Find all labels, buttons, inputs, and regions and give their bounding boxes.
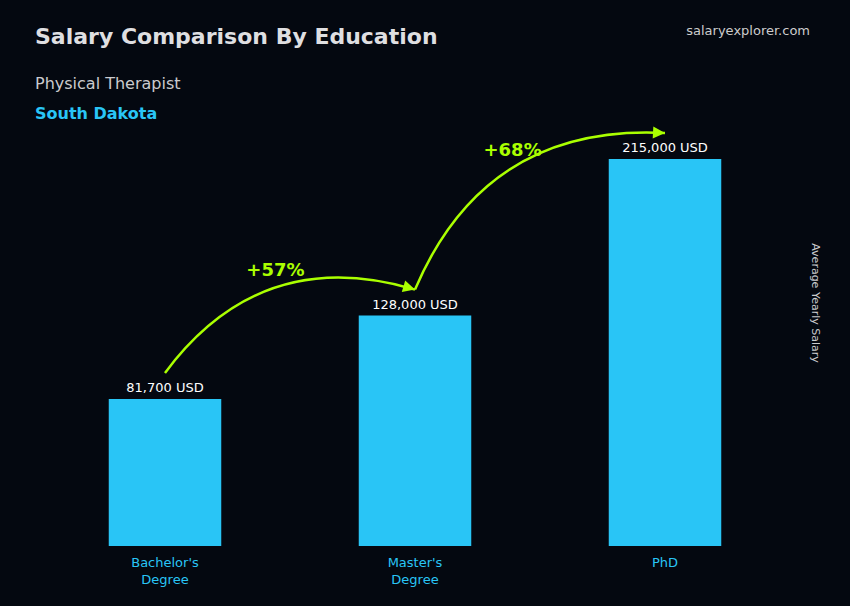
svg-text:South Dakota: South Dakota	[35, 104, 157, 123]
svg-text:+57%: +57%	[246, 259, 304, 280]
svg-text:Bachelor's: Bachelor's	[131, 555, 199, 570]
svg-text:Degree: Degree	[391, 572, 438, 587]
svg-text:Salary Comparison By Education: Salary Comparison By Education	[35, 24, 438, 49]
svg-text:salaryexplorer.com: salaryexplorer.com	[686, 23, 810, 38]
svg-text:215,000 USD: 215,000 USD	[622, 140, 708, 155]
svg-text:+68%: +68%	[484, 139, 542, 160]
svg-text:128,000 USD: 128,000 USD	[372, 297, 458, 312]
svg-text:Degree: Degree	[141, 572, 188, 587]
svg-text:PhD: PhD	[652, 555, 678, 570]
svg-text:Average Yearly Salary: Average Yearly Salary	[809, 243, 822, 363]
svg-text:Physical Therapist: Physical Therapist	[35, 74, 181, 93]
svg-text:Master's: Master's	[388, 555, 443, 570]
svg-text:81,700 USD: 81,700 USD	[126, 380, 203, 395]
